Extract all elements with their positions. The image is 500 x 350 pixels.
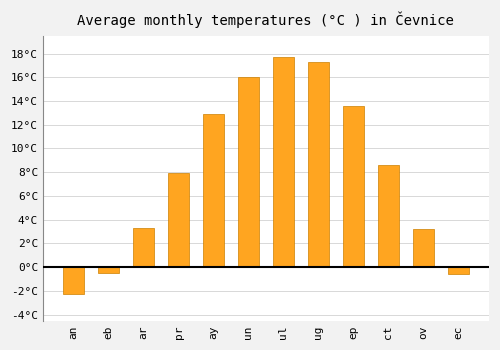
Title: Average monthly temperatures (°C ) in Čevnice: Average monthly temperatures (°C ) in Če… [78,11,454,28]
Bar [238,77,259,267]
Bar [98,267,119,273]
Bar [378,165,398,267]
Bar [168,173,189,267]
Bar [63,267,84,294]
Bar [203,114,224,267]
Bar [412,229,434,267]
Bar [308,62,329,267]
Bar [448,267,468,274]
Bar [133,228,154,267]
Bar [343,106,364,267]
Bar [273,57,294,267]
